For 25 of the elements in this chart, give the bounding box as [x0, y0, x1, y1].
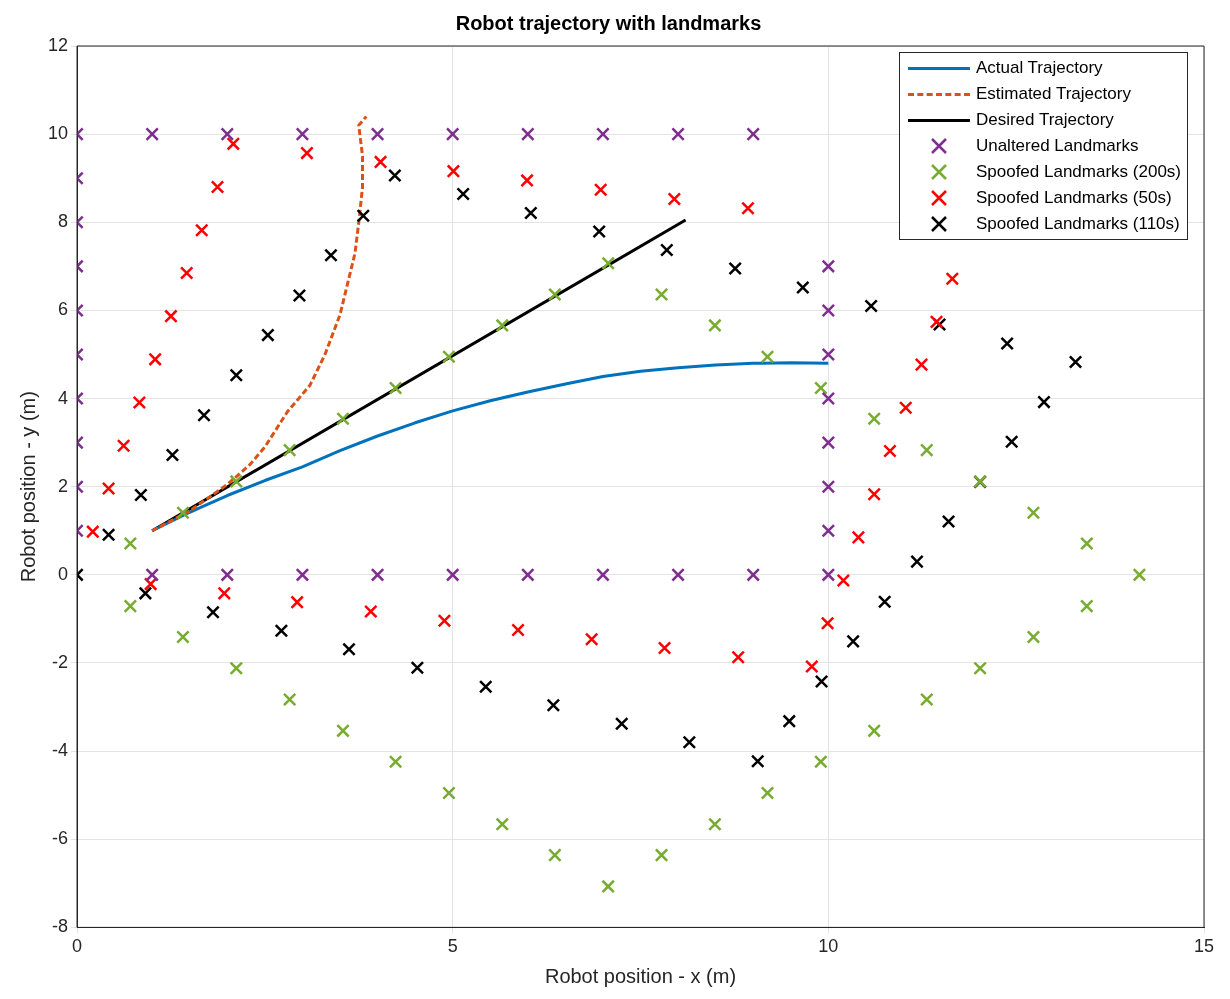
legend-label: Estimated Trajectory — [975, 84, 1131, 104]
y-tick-label: 10 — [47, 123, 69, 144]
y-tick-label: 4 — [58, 387, 69, 408]
legend-label: Spoofed Landmarks (50s) — [975, 188, 1172, 208]
legend-label: Desired Trajectory — [975, 110, 1114, 130]
legend-label: Actual Trajectory — [975, 58, 1103, 78]
y-tick-label: -2 — [52, 651, 69, 672]
chart-title: Robot trajectory with landmarks — [455, 11, 762, 34]
x-tick-label: 10 — [818, 936, 839, 957]
legend-label: Spoofed Landmarks (110s) — [975, 214, 1180, 234]
x-tick-label: 15 — [1193, 936, 1215, 957]
y-tick-label: 0 — [58, 563, 69, 584]
y-tick-label: -8 — [52, 916, 69, 937]
y-tick-label: 8 — [58, 211, 69, 232]
y-axis-title: Robot position - y (m) — [16, 391, 39, 583]
x-tick-label: 0 — [72, 936, 83, 957]
x-tick-label: 5 — [447, 936, 458, 957]
legend-label: Spoofed Landmarks (200s) — [975, 162, 1181, 182]
y-tick-label: 2 — [58, 475, 69, 496]
x-axis-title: Robot position - x (m) — [544, 964, 737, 987]
y-tick-label: 6 — [58, 299, 69, 320]
y-tick-label: -6 — [52, 828, 69, 849]
legend-label: Unaltered Landmarks — [975, 136, 1139, 156]
y-tick-label: -4 — [52, 740, 69, 761]
y-tick-label: 12 — [47, 34, 69, 55]
